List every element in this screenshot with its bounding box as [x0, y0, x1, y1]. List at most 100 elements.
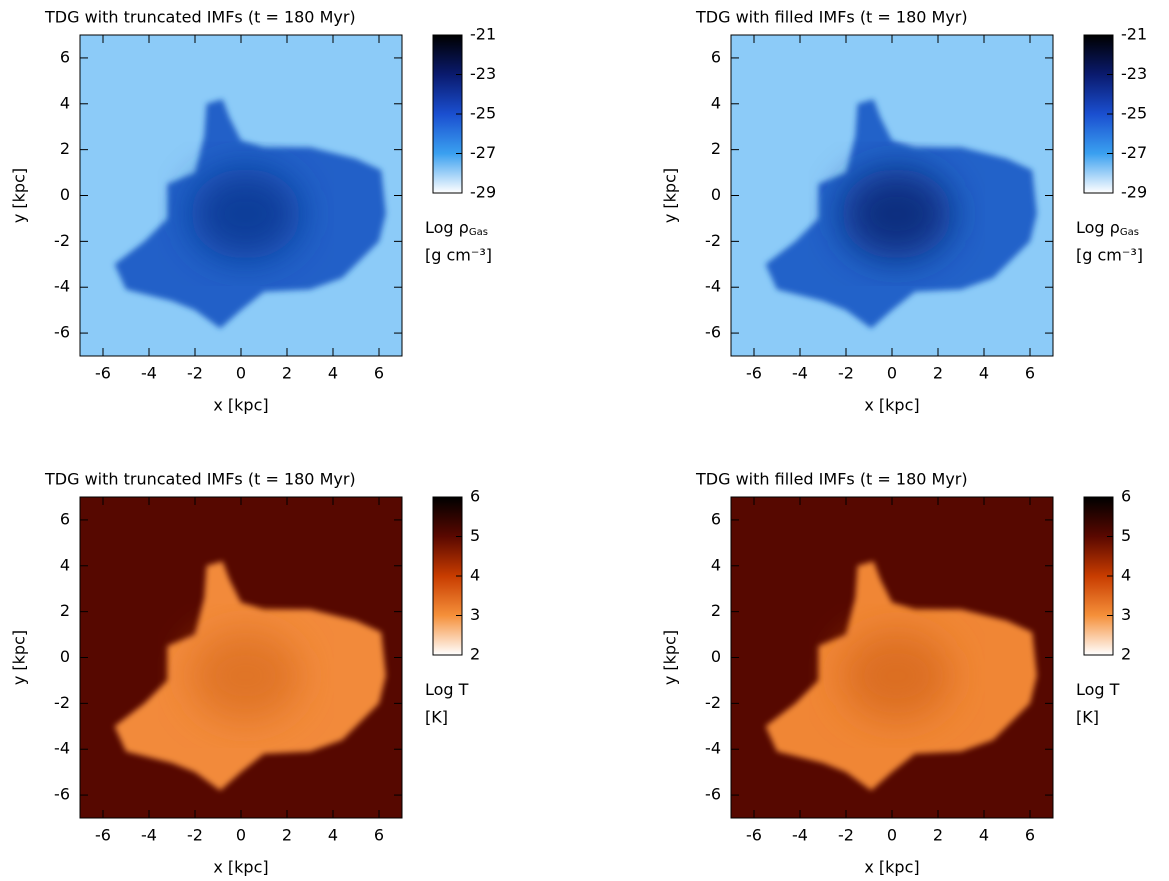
y-tick-label: -2 — [705, 693, 721, 712]
colorbar-tick-label: -21 — [470, 25, 496, 44]
y-tick-label: 0 — [60, 185, 70, 204]
image — [731, 497, 1053, 818]
x-tick-label: 6 — [1025, 826, 1035, 845]
chart-title: TDG with filled IMFs (t = 180 Myr) — [695, 8, 968, 27]
y-tick-label: -4 — [54, 739, 70, 758]
colorbar-tick-label: 2 — [1121, 645, 1131, 664]
x-tick-label: -6 — [746, 364, 762, 383]
x-tick-label: -4 — [792, 364, 808, 383]
x-tick-label: 4 — [328, 364, 338, 383]
y-tick-label: -2 — [54, 693, 70, 712]
colorbar-unit: [K] — [425, 708, 448, 727]
y-tick-label: -2 — [705, 231, 721, 250]
x-tick-label: -2 — [838, 364, 854, 383]
y-tick-label: -4 — [705, 277, 721, 296]
y-tick-label: -6 — [54, 323, 70, 342]
colorbar-tick-label: -27 — [1121, 143, 1147, 162]
x-tick-label: 6 — [374, 826, 384, 845]
chart-title: TDG with truncated IMFs (t = 180 Myr) — [44, 470, 356, 489]
colorbar-label-main: Log ρ — [425, 218, 469, 237]
x-tick-label: 2 — [282, 826, 292, 845]
x-tick-label: 2 — [933, 364, 943, 383]
x-axis-label: x [kpc] — [864, 396, 919, 415]
x-tick-label: 6 — [1025, 364, 1035, 383]
image — [731, 35, 1053, 356]
y-tick-label: 6 — [60, 509, 70, 528]
colorbar-tick-label: -21 — [1121, 25, 1147, 44]
x-axis-label: x [kpc] — [213, 396, 268, 415]
colorbar-label: Log T — [425, 680, 469, 699]
x-tick-label: -2 — [187, 364, 203, 383]
colorbar-label: Log T — [1076, 680, 1120, 699]
y-tick-label: -6 — [705, 323, 721, 342]
colorbar-label: Log ρGas — [425, 218, 488, 239]
cloud-core — [190, 630, 301, 721]
chart-title: TDG with filled IMFs (t = 180 Myr) — [695, 470, 968, 489]
colorbar-label-main: Log T — [1076, 680, 1120, 699]
x-tick-label: 4 — [979, 826, 989, 845]
colorbar-tick-label: 3 — [470, 605, 480, 624]
colorbar-tick-label: 3 — [1121, 605, 1131, 624]
x-tick-label: 2 — [282, 364, 292, 383]
y-tick-label: 4 — [60, 555, 70, 574]
colorbar-label-main: Log T — [425, 680, 469, 699]
y-tick-label: -4 — [705, 739, 721, 758]
cloud-core — [841, 630, 952, 721]
colorbar-tick-label: 2 — [470, 645, 480, 664]
y-tick-label: -2 — [54, 231, 70, 250]
x-tick-label: 0 — [236, 364, 246, 383]
y-tick-label: 4 — [60, 93, 70, 112]
y-tick-label: 4 — [711, 555, 721, 574]
x-tick-label: 0 — [236, 826, 246, 845]
x-axis-label: x [kpc] — [213, 858, 268, 877]
y-tick-label: 0 — [711, 185, 721, 204]
colorbar-tick-label: 5 — [470, 526, 480, 545]
y-tick-label: 0 — [711, 647, 721, 666]
cloud-core — [190, 168, 301, 259]
colorbar-label-main: Log ρ — [1076, 218, 1120, 237]
image — [80, 497, 402, 818]
colorbar-unit: [K] — [1076, 708, 1099, 727]
y-tick-label: 6 — [711, 47, 721, 66]
colorbar-tick-label: -25 — [470, 104, 496, 123]
y-tick-label: 2 — [711, 139, 721, 158]
x-tick-label: -6 — [95, 826, 111, 845]
image — [80, 35, 402, 356]
colorbar-tick-label: 4 — [1121, 566, 1131, 585]
x-tick-label: -6 — [746, 826, 762, 845]
colorbar-label-sub: Gas — [469, 227, 488, 238]
x-tick-label: 2 — [933, 826, 943, 845]
y-axis-label: y [kpc] — [10, 630, 29, 685]
y-tick-label: 6 — [711, 509, 721, 528]
y-tick-label: 2 — [711, 601, 721, 620]
x-tick-label: -4 — [141, 364, 157, 383]
x-tick-label: 6 — [374, 364, 384, 383]
colorbar-unit: [g cm⁻³] — [1076, 246, 1143, 265]
colorbar-tick-label: -29 — [1121, 183, 1147, 202]
colorbar-label: Log ρGas — [1076, 218, 1139, 239]
x-tick-label: -2 — [838, 826, 854, 845]
x-tick-label: -6 — [95, 364, 111, 383]
x-tick-label: -2 — [187, 826, 203, 845]
colorbar-tick-label: -23 — [470, 64, 496, 83]
x-tick-label: 0 — [887, 364, 897, 383]
y-tick-label: 2 — [60, 601, 70, 620]
x-tick-label: -4 — [141, 826, 157, 845]
y-tick-label: 6 — [60, 47, 70, 66]
y-axis-label: y [kpc] — [661, 630, 680, 685]
colorbar-label-sub: Gas — [1120, 227, 1139, 238]
colorbar-tick-label: 5 — [1121, 526, 1131, 545]
colorbar-tick-label: -27 — [470, 143, 496, 162]
y-tick-label: -4 — [54, 277, 70, 296]
y-axis-label: y [kpc] — [10, 168, 29, 223]
colorbar-tick-label: -29 — [470, 183, 496, 202]
y-tick-label: 2 — [60, 139, 70, 158]
chart-title: TDG with truncated IMFs (t = 180 Myr) — [44, 8, 356, 27]
cloud-core — [841, 168, 952, 259]
y-axis-label: y [kpc] — [661, 168, 680, 223]
y-tick-label: 4 — [711, 93, 721, 112]
x-tick-label: 0 — [887, 826, 897, 845]
colorbar-tick-label: -25 — [1121, 104, 1147, 123]
colorbar-tick-label: -23 — [1121, 64, 1147, 83]
